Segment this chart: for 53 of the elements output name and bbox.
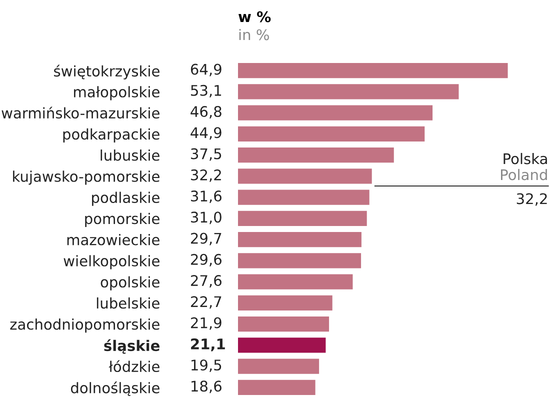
text: 32,2 [516,193,547,206]
data-label: 19,5 [192,360,222,372]
y-tick-label: kujawsko-pomorskie [13,170,160,185]
data-label: 27,6 [190,275,222,288]
data-label: 18,6 [192,380,222,394]
annotation: Poland [501,168,547,180]
data-label: 31,0 [191,212,222,224]
bar [238,232,362,248]
data-label: 29,6 [190,254,222,266]
data-label: 37,5 [191,148,222,161]
data-label: 32,2 [191,169,221,182]
bar [238,210,367,226]
y-tick-label: małopolskie [74,86,160,100]
data-label: 21,9 [190,317,222,330]
bar [238,274,353,290]
y-tick-label: wielkopolskie [64,255,160,270]
data-label: 31,6 [191,190,222,204]
bar [238,105,433,120]
y-tick-label: podlaskie [92,192,160,206]
bar [238,190,370,205]
bar [238,358,320,374]
bar [238,126,425,142]
bar [238,380,316,396]
data-label: 64,9 [190,64,222,76]
bar [238,316,330,332]
data-label: 46,8 [190,106,222,119]
bar [238,253,362,268]
y-tick-label: lubelskie [96,297,160,309]
y-tick-label: zachodniopomorskie [10,318,160,333]
y-tick-label: łódzkie [108,360,160,372]
y-tick-label: mazowieckie [67,234,160,246]
bar [238,62,508,78]
y-tick-label: podkarpackie [63,128,160,143]
bar [238,338,326,353]
y-tick-label: pomorskie [85,212,160,228]
y-tick-label: warmińsko-mazurskie [2,106,160,119]
data-label: 21,1 [191,338,225,352]
data-label: 44,9 [190,127,222,140]
y-tick-label: śląskie [104,339,160,354]
y-tick-label: świętokrzyskie [54,64,160,80]
bar [238,295,332,311]
bar [238,84,459,100]
y-tick-label: lubuskie [100,150,160,161]
chart-subtitle: in % [239,28,269,40]
bar [238,147,394,163]
y-tick-label: dolnośląskie [70,381,160,396]
data-label: 22,7 [190,296,222,309]
data-label: 53,1 [191,84,222,98]
y-tick-label: opolskie [100,276,160,290]
annotation: Polska [504,152,547,164]
bar [238,168,372,184]
data-label: 29,7 [190,232,222,246]
chart-title: w % [238,11,271,22]
